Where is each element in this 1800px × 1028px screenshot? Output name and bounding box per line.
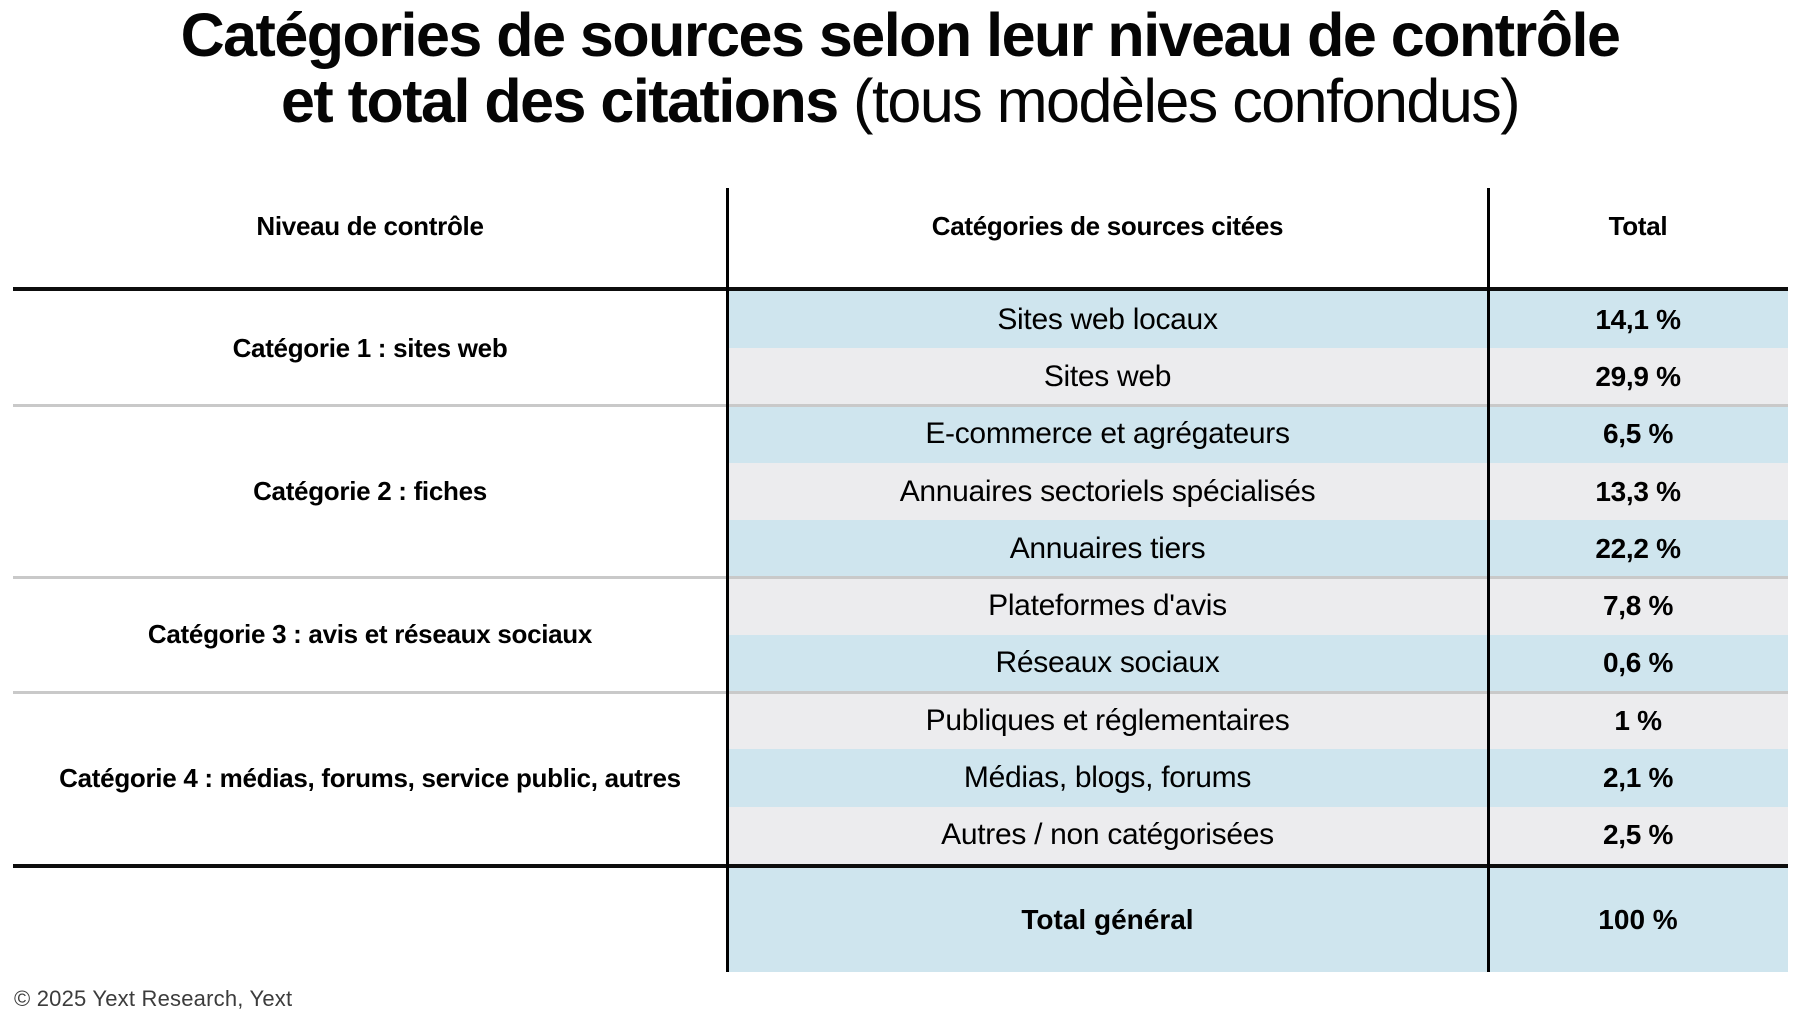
category-label: Catégorie 1 : sites web (13, 291, 727, 406)
source-cell: Annuaires tiers (727, 520, 1488, 578)
source-cell: Sites web (727, 348, 1488, 406)
total-value-cell: 29,9 % (1488, 348, 1788, 406)
total-value-cell: 6,5 % (1488, 405, 1788, 463)
category-label: Catégorie 4 : médias, forums, service pu… (13, 692, 727, 864)
table-header-row: Niveau de contrôle Catégories de sources… (13, 165, 1788, 291)
page-title: Catégories de sources selon leur niveau … (0, 2, 1800, 134)
total-value-cell: 22,2 % (1488, 520, 1788, 578)
title-line2-bold: et total des citations (280, 67, 839, 135)
source-cell: Publiques et réglementaires (727, 692, 1488, 750)
source-cell: E-commerce et agrégateurs (727, 405, 1488, 463)
table-body: Catégorie 1 : sites web Sites web locaux 1… (13, 291, 1788, 864)
group-separator-line (13, 404, 1788, 408)
total-value-cell: 13,3 % (1488, 462, 1788, 521)
total-row: Total général 100 % (13, 863, 1788, 972)
col-header-source-categories: Catégories de sources citées (931, 210, 1284, 241)
category-label: Catégorie 2 : fiches (13, 405, 727, 578)
title-line2-note: (tous modèles confondus) (837, 67, 1520, 135)
group-separator-line (13, 576, 1788, 579)
source-cell: Annuaires sectoriels spécialisés (727, 462, 1488, 521)
total-row-value: 100 % (1488, 867, 1788, 972)
total-value-cell: 7,8 % (1488, 577, 1788, 635)
group-separator-line (13, 690, 1788, 694)
copyright-note: © 2025 Yext Research, Yext (14, 986, 293, 1011)
column-divider-line-2 (1487, 188, 1490, 972)
source-cell: Autres / non catégorisées (727, 806, 1488, 864)
column-divider-line-1 (726, 188, 729, 972)
source-cell: Réseaux sociaux (727, 634, 1488, 693)
data-table: Niveau de contrôle Catégories de sources… (13, 165, 1788, 972)
col-header-control-level: Niveau de contrôle (256, 210, 484, 241)
category-label: Catégorie 3 : avis et réseaux sociaux (13, 577, 727, 693)
title-line2: et total des citations (tous modèles con… (0, 68, 1800, 134)
total-value-cell: 2,5 % (1488, 806, 1788, 864)
total-value-cell: 1 % (1488, 692, 1788, 750)
total-value-cell: 0,6 % (1488, 634, 1788, 693)
title-line1: Catégories de sources selon leur niveau … (180, 1, 1621, 69)
col-header-total: Total (1608, 210, 1668, 241)
total-row-empty-cell (13, 867, 727, 972)
total-value-cell: 14,1 % (1488, 291, 1788, 349)
total-value-cell: 2,1 % (1488, 749, 1788, 807)
source-cell: Médias, blogs, forums (727, 749, 1488, 807)
total-row-label: Total général (727, 867, 1488, 972)
source-cell: Plateformes d'avis (727, 577, 1488, 635)
source-cell: Sites web locaux (727, 291, 1488, 349)
